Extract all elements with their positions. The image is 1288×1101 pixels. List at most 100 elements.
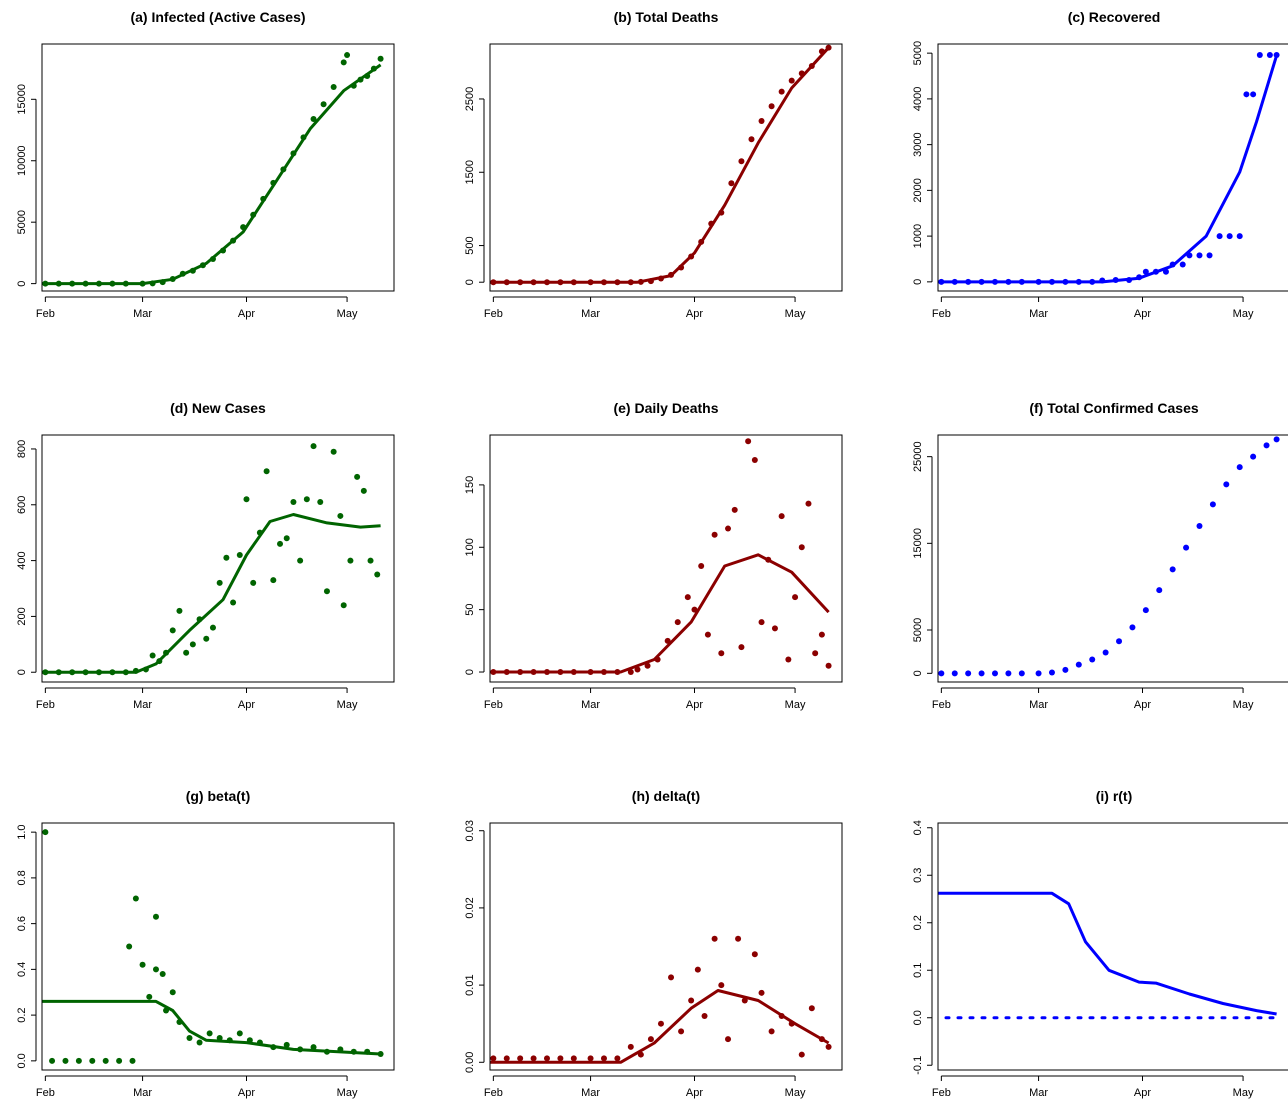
data-point: [1089, 656, 1096, 663]
panel-a: (a) Infected (Active Cases) Feb Mar Apr May 0…: [16, 9, 395, 320]
data-point: [344, 52, 351, 59]
data-point: [1226, 233, 1233, 240]
panel-title: (a) Infected (Active Cases): [130, 9, 305, 25]
panel-title: (h) delta(t): [632, 788, 700, 804]
x-tick-label: Feb: [932, 1087, 951, 1099]
data-point: [310, 443, 317, 450]
data-point: [183, 649, 190, 656]
x-tick-label: Feb: [932, 308, 951, 320]
data-point: [129, 1057, 136, 1064]
x-tick-label: Mar: [133, 699, 152, 711]
data-point: [1035, 670, 1042, 677]
data-point: [711, 531, 718, 538]
data-point: [62, 1057, 69, 1064]
data-point: [731, 506, 738, 513]
data-point: [216, 579, 223, 586]
data-point: [1216, 233, 1223, 240]
data-point: [825, 1043, 832, 1050]
plot-frame: [41, 822, 395, 1071]
data-point: [768, 103, 775, 110]
data-point: [1018, 670, 1025, 677]
data-point: [75, 1057, 82, 1064]
data-point: [798, 1051, 805, 1058]
data-point: [1129, 624, 1136, 631]
x-tick-label: May: [1233, 699, 1254, 711]
y-tick-label: 800: [16, 440, 28, 458]
data-point: [320, 101, 327, 108]
panel-d: (d) New Cases Feb Mar Apr May 0 200 400 600 800: [16, 400, 395, 711]
data-point: [634, 666, 641, 673]
plot-frame: [937, 822, 1288, 1071]
data-point: [647, 1036, 654, 1043]
x-tick-label: Feb: [484, 1087, 503, 1099]
y-tick-label: 100: [464, 538, 476, 556]
panel-b: (b) Total Deaths Feb Mar Apr May 0 500 1500 2500: [464, 9, 843, 320]
panel-i: (i) r(t) Feb Mar Apr May -0.1 0.0 0.1 0.2 0.3 0.4: [912, 788, 1288, 1099]
data-point: [627, 669, 634, 676]
data-point: [1156, 587, 1163, 594]
plot-frame: [489, 434, 843, 683]
panel-h: (h) delta(t) Feb Mar Apr May 0.00 0.01 0.02 0.03: [464, 788, 843, 1099]
plot-frame: [41, 434, 395, 683]
data-point: [340, 59, 347, 66]
plot-frame: [41, 43, 395, 292]
data-point: [169, 989, 176, 996]
data-point: [825, 662, 832, 669]
data-point: [354, 473, 361, 480]
y-tick-label: 500: [464, 236, 476, 254]
x-tick-label: Feb: [484, 699, 503, 711]
data-point: [176, 607, 183, 614]
data-point: [236, 552, 243, 559]
data-point: [718, 982, 725, 989]
y-tick-label: 2500: [464, 87, 476, 111]
data-point: [725, 1036, 732, 1043]
data-point: [684, 594, 691, 601]
panel-title: (d) New Cases: [170, 400, 266, 416]
data-point: [132, 895, 139, 902]
data-point: [206, 1030, 213, 1037]
data-point: [738, 158, 745, 165]
fit-line: [938, 54, 1279, 284]
data-point: [263, 468, 270, 475]
panel-c: (c) Recovered Feb Mar Apr May 0 1000 2000 3000 40…: [912, 9, 1288, 320]
x-tick-label: Feb: [36, 1087, 55, 1099]
y-tick-label: 0: [912, 279, 924, 285]
y-tick-label: 4000: [912, 87, 924, 111]
data-point: [711, 935, 718, 942]
plot-frame: [489, 43, 843, 292]
plot-area: [490, 44, 832, 286]
y-tick-label: 0.0: [912, 1010, 924, 1025]
x-tick-label: Apr: [686, 308, 703, 320]
y-tick-label: 5000: [16, 210, 28, 234]
data-point: [1116, 638, 1123, 645]
plot-area: [42, 443, 381, 676]
y-tick-label: 1000: [912, 224, 924, 248]
data-point: [745, 438, 752, 445]
x-tick-label: Mar: [1029, 699, 1048, 711]
y-tick-label: 0: [16, 281, 28, 287]
x-tick-label: Mar: [581, 1087, 600, 1099]
x-tick-label: Apr: [1134, 1087, 1151, 1099]
x-tick-label: Mar: [581, 699, 600, 711]
data-point: [1236, 464, 1243, 471]
plot-area: [938, 51, 1280, 285]
data-point: [678, 1028, 685, 1035]
fit-line: [938, 891, 1277, 1016]
y-tick-label: 0: [464, 279, 476, 285]
plot-frame: [937, 434, 1288, 683]
data-point: [310, 1044, 317, 1051]
data-point: [718, 650, 725, 657]
data-point: [347, 557, 354, 564]
y-tick-label: 5000: [912, 41, 924, 65]
data-point: [644, 662, 651, 669]
data-point: [792, 594, 799, 601]
data-point: [951, 670, 958, 677]
x-tick-label: Apr: [1134, 699, 1151, 711]
panel-title: (b) Total Deaths: [614, 9, 719, 25]
panel-title: (e) Daily Deaths: [613, 400, 718, 416]
data-point: [243, 496, 250, 503]
data-point: [1236, 233, 1243, 240]
data-point: [543, 1055, 550, 1062]
data-point: [337, 512, 344, 519]
